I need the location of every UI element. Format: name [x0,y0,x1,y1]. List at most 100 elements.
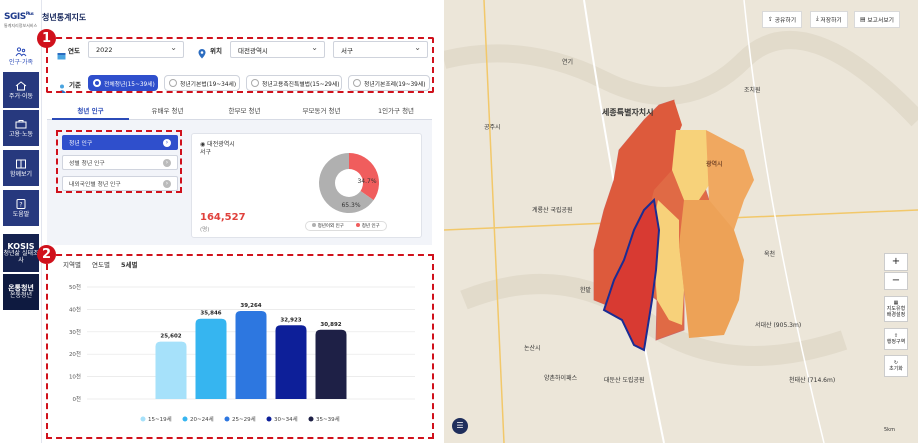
sub-button-nationality[interactable]: 내외국인별 청년 인구 › [62,176,178,191]
legend-toggle-icon[interactable]: ☰ [452,418,468,434]
sgis-logo[interactable]: SGISPlus 통계지리정보서비스 [4,11,38,28]
share-button[interactable]: ⇪ 공유하기 [762,11,803,28]
bar-20~24세[interactable] [195,318,227,399]
zoom-in-button[interactable]: + [884,253,908,271]
tab-living-with-parents[interactable]: 부모동거 청년 [302,107,341,115]
chevron-right-icon: › [163,159,171,167]
legend-swatch [266,416,272,422]
year-select[interactable]: 2022 [88,41,184,58]
map-panel[interactable]: ⇪ 공유하기 ⤓ 저장하기 ▤ 보고서보기 세종특별자치시 광역시 계룡산 국립… [444,0,918,443]
upload-icon: ⇧ [893,333,899,339]
radio-icon [251,79,259,87]
region-dong[interactable] [706,130,754,230]
youth-center-link[interactable]: 온통청년 온통청년 [3,274,39,310]
briefcase-icon [15,119,27,128]
nav-item-view-together[interactable]: 함께보기 [3,150,39,186]
app-title: 청년통계지도 [42,13,87,22]
legend-swatch [308,416,314,422]
youth-pie-chart: 65.3% 34.7% [319,153,379,213]
district-select[interactable]: 서구 [333,41,428,58]
criteria-chip-basic-law[interactable]: 청년기본법(19~34세) [164,75,240,91]
admin-area-button[interactable]: ⇧ 행정구역 [884,328,908,350]
map-label-yangchon: 양촌하이패스 [544,375,578,382]
badge-2: 2 [37,245,56,264]
chart-tab-year[interactable]: 연도별 [92,261,110,269]
map-label-cheontaesan: 천태산 (714.6m) [789,377,836,384]
legend-swatch [140,416,146,422]
map-scale: 5km [884,427,895,433]
pie-slice-youth[interactable] [349,153,379,201]
help-icon: ? [16,198,26,209]
region-jung[interactable] [679,200,744,338]
kosis-link[interactable]: KOSIS 청년삶 실태조사 [3,234,39,272]
y-tick-label: 40천 [69,305,81,313]
radio-icon [353,79,361,87]
reset-button[interactable]: ↻ 초기화 [884,355,908,377]
map-canvas[interactable] [444,0,918,443]
chart-tab-region[interactable]: 지역별 [63,261,81,269]
map-label-sejong: 세종특별자치시 [602,108,654,117]
tab-single-parent-youth[interactable]: 한부모 청년 [228,107,261,115]
nav-item-population-family[interactable]: 인구·가족 [3,38,39,74]
family-icon [15,46,27,56]
criteria-label: 기준 [69,81,81,89]
y-tick-label: 30천 [69,328,81,336]
tab-married-youth[interactable]: 유배우 청년 [151,107,184,115]
pie-label-youth: 34.7% [357,178,376,185]
tab-single-household[interactable]: 1인가구 청년 [377,107,415,115]
pin-icon: ◉ [200,141,206,148]
save-button[interactable]: ⤓ 저장하기 [810,11,848,28]
legend-swatch [224,416,230,422]
legend-label: 20~24세 [190,415,214,423]
calendar-icon [57,45,66,60]
legend-label: 15~19세 [148,415,172,423]
sub-button-youth-population[interactable]: 청년 인구 › [62,135,178,150]
total-unit: (명) [200,227,210,233]
region-yuseong[interactable] [594,100,682,310]
bar-25~29세[interactable] [235,311,267,399]
bar-chart-svg: 50천 40천 30천 20천 10천 0천 25,602 35,846 39,264 32,92… [69,283,415,423]
map-label-daedunsan: 대둔산 도립공원 [604,377,645,384]
year-label: 연도 [68,47,80,55]
map-label-gongju: 공주시 [484,124,501,131]
bar-30~34세[interactable] [275,325,307,399]
criteria-chip-ordinance[interactable]: 청년기본조례(19~39세) [348,75,430,91]
nav-item-help[interactable]: ? 도움말 [3,190,39,226]
city-select[interactable]: 대전광역시 [230,41,325,58]
y-tick-label: 0천 [72,395,81,403]
map-label-daejeon: 광역시 [706,161,723,168]
radio-icon [169,79,177,87]
download-icon: ⤓ [816,16,819,22]
legend-label: 35~39세 [316,415,340,423]
sub-button-gender[interactable]: 성별 청년 인구 › [62,155,178,170]
chevron-right-icon: › [163,139,171,147]
criteria-chip-employment-law[interactable]: 청년고용촉진특별법(15~29세) [246,75,342,91]
map-icon: ▦ [893,300,899,306]
criteria-chip-all[interactable]: 전체청년(15~39세) [88,75,158,91]
share-icon: ⇪ [768,16,773,23]
bar-15~19세[interactable] [155,341,187,399]
map-label-nonsan: 논산시 [524,345,541,352]
map-label-jochiwon: 조치원 [744,87,761,94]
summary-location: ◉ 대전광역시 서구 [200,141,235,156]
tab-youth-population[interactable]: 청년 인구 [77,107,104,115]
map-type-button[interactable]: ▦ 지도유형 배경설정 [884,296,908,322]
bar-35~39세[interactable] [315,329,347,399]
pie-label-non-youth: 65.3% [341,202,360,209]
nav-item-employment[interactable]: 고용·노동 [3,110,39,146]
bar-value-label: 30,892 [320,322,341,328]
legend-swatch [182,416,188,422]
zoom-out-button[interactable]: − [884,272,908,290]
y-tick-label: 50천 [69,283,81,291]
report-button[interactable]: ▤ 보고서보기 [854,11,900,28]
y-tick-label: 10천 [69,373,81,381]
chevron-right-icon: › [163,180,171,188]
nav-item-housing[interactable]: 주거·이동 [3,72,39,108]
region-daedeok-south[interactable] [652,200,684,325]
map-label-gyeryongsan: 계룡산 국립공원 [532,207,573,214]
location-pin-icon [198,44,206,59]
region-seo-selected[interactable] [602,197,661,352]
pie-legend: 청년이외 인구 청년 인구 [305,221,387,231]
chart-tab-age5[interactable]: 5세별 [121,261,138,269]
side-nav: SGISPlus 통계지리정보서비스 인구·가족 주거·이동 고용·노동 함께보… [0,0,42,443]
